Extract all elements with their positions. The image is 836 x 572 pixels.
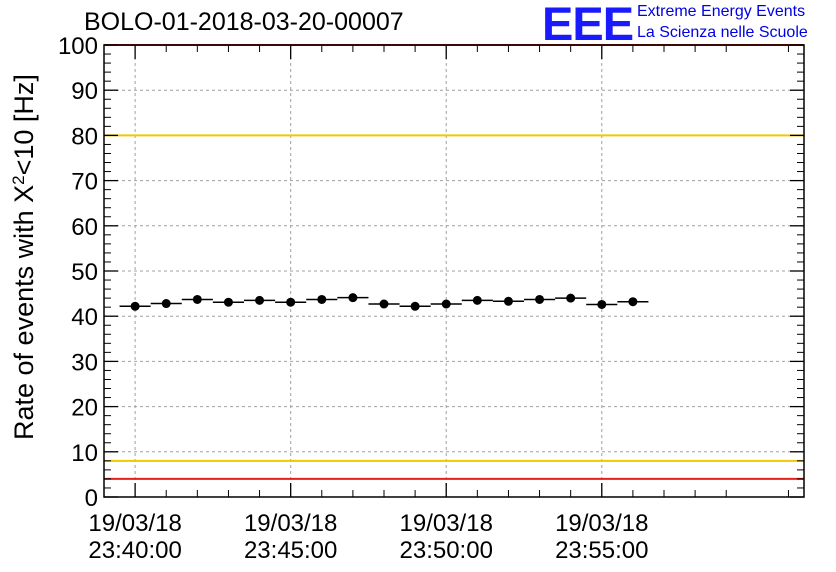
y-tick-label: 90: [71, 78, 98, 105]
data-point: [566, 293, 576, 303]
x-tick-time: 23:45:00: [244, 537, 337, 564]
chart-title: BOLO-01-2018-03-20-00007: [84, 8, 404, 36]
y-axis-title-sup: 2: [9, 175, 28, 184]
y-tick-label: 40: [71, 304, 98, 331]
y-tick-label: 70: [71, 169, 98, 196]
y-tick-label: 100: [58, 33, 98, 60]
x-tick-date: 19/03/18: [244, 510, 337, 537]
axis-ticks: [103, 44, 804, 498]
y-tick-label: 60: [71, 214, 98, 241]
logo-line-1: Extreme Energy Events: [637, 3, 806, 20]
y-tick-label: 0: [85, 485, 98, 512]
data-point: [223, 297, 233, 307]
x-tick-time: 23:50:00: [400, 537, 493, 564]
y-tick-label: 20: [71, 395, 98, 422]
x-tick-time: 23:40:00: [88, 537, 181, 564]
y-tick-label: 10: [71, 440, 98, 467]
x-tick-date: 19/03/18: [88, 510, 181, 537]
x-tick-date: 19/03/18: [555, 510, 648, 537]
data-point: [379, 299, 389, 309]
data-point: [317, 294, 327, 304]
data-point: [161, 299, 171, 309]
y-tick-label: 30: [71, 349, 98, 376]
x-tick-date: 19/03/18: [400, 510, 493, 537]
logo-line-2: La Scienza nelle Scuole: [637, 24, 808, 41]
x-tick-time: 23:55:00: [555, 537, 648, 564]
data-point: [628, 297, 638, 307]
eee-logo: EEE Extreme Energy Events La Scienza nel…: [542, 0, 832, 50]
y-axis-title: Rate of events with X2<10 [Hz]: [9, 74, 40, 440]
data-point: [286, 297, 296, 307]
y-axis-title-prefix: Rate of events with X: [9, 185, 39, 440]
data-point: [255, 295, 265, 305]
y-tick-label: 50: [71, 259, 98, 286]
data-point: [597, 299, 607, 309]
data-point: [130, 301, 140, 311]
data-point: [348, 293, 358, 303]
data-point: [472, 295, 482, 305]
logo-mark: EEE: [542, 0, 634, 50]
data-points: [119, 293, 649, 311]
reference-lines: [104, 44, 804, 480]
data-point: [441, 299, 451, 309]
y-tick-label: 80: [71, 123, 98, 150]
tick-labels: 010203040506070809010019/03/1823:40:0019…: [58, 33, 649, 564]
data-point: [503, 296, 513, 306]
grid-layer: [104, 45, 804, 497]
y-axis-title-suffix: <10 [Hz]: [9, 74, 39, 175]
data-point: [192, 294, 202, 304]
data-point: [535, 294, 545, 304]
data-point: [410, 301, 420, 311]
